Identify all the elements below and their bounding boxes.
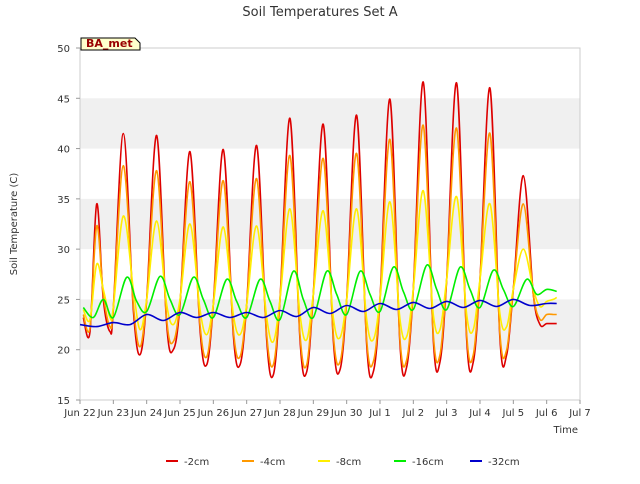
series-line-4cm <box>82 124 557 369</box>
station-tag-label: BA_met <box>86 37 133 50</box>
y-tick-label: 25 <box>57 295 70 306</box>
series-line-32cm <box>79 298 557 328</box>
y-tick-label: 35 <box>57 195 70 206</box>
x-tick-label: Jul 4 <box>468 408 491 419</box>
legend: -2cm -4cm -8cm -16cm -32cm <box>166 457 520 468</box>
x-tick-label: Jul 6 <box>535 408 558 419</box>
y-axis-label: Soil Temperature (C) <box>9 173 20 276</box>
legend-label: -8cm <box>336 457 361 468</box>
x-tick-label: Jun 25 <box>163 408 196 419</box>
x-tick-label: Jun 30 <box>330 408 363 419</box>
x-tick-label: Jun 27 <box>230 408 263 419</box>
legend-label: -32cm <box>488 457 520 468</box>
series-line-8cm <box>82 189 558 344</box>
series-line-16cm <box>82 264 557 322</box>
x-tick-label: Jul 1 <box>368 408 391 419</box>
y-tick-label: 30 <box>57 245 70 256</box>
legend-label: -16cm <box>412 457 444 468</box>
legend-label: -2cm <box>184 457 209 468</box>
x-tick-label: Jun 28 <box>263 408 296 419</box>
x-tick-label: Jun 22 <box>63 408 96 419</box>
x-tick-label: Jul 3 <box>435 408 458 419</box>
x-axis-label: Time <box>553 425 578 436</box>
chart-title: Soil Temperatures Set A <box>242 5 397 20</box>
x-tick-label: Jun 29 <box>297 408 330 419</box>
y-tick-label: 50 <box>57 44 70 55</box>
x-tick-label: Jun 24 <box>130 408 163 419</box>
legend-label: -4cm <box>260 457 285 468</box>
y-tick-label: 20 <box>57 346 70 357</box>
x-tick-label: Jun 23 <box>97 408 130 419</box>
x-tick-label: Jul 7 <box>568 408 591 419</box>
background-band <box>80 98 580 149</box>
station-tag: BA_met <box>80 37 141 51</box>
x-tick-label: Jun 26 <box>197 408 230 419</box>
y-tick-label: 15 <box>57 396 70 407</box>
plot-area <box>79 47 581 401</box>
x-tick-label: Jul 5 <box>502 408 525 419</box>
background-band <box>80 299 580 350</box>
y-tick-label: 40 <box>57 145 70 156</box>
x-tick-label: Jul 2 <box>402 408 425 419</box>
y-tick-label: 45 <box>57 94 70 105</box>
